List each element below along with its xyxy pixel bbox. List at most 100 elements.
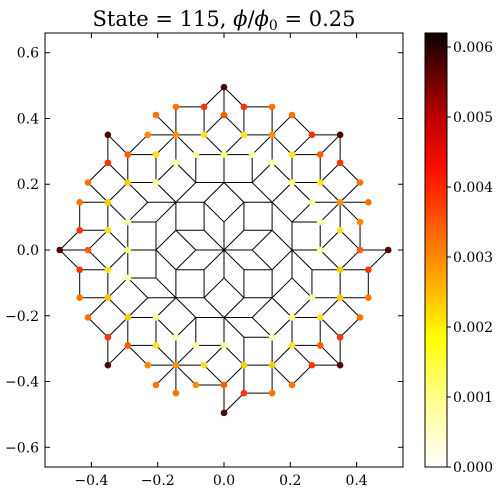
lattice-site (221, 84, 228, 91)
lattice-site (153, 112, 160, 119)
lattice-site (76, 294, 83, 301)
lattice-site (173, 132, 180, 139)
lattice-site (317, 151, 324, 158)
lattice-site (365, 199, 372, 206)
colorbar-tick-label: 0.001 (453, 390, 493, 406)
lattice-site (357, 247, 364, 254)
lattice-site (193, 151, 200, 158)
title-lead: State = 115, (93, 7, 234, 31)
lattice-site (85, 247, 92, 254)
lattice-site (357, 179, 364, 186)
lattice-site (289, 342, 296, 349)
colorbar-tick-label: 0.006 (453, 40, 493, 56)
title-phi0: ϕ (255, 7, 269, 31)
lattice-site (85, 314, 92, 321)
lattice-site (249, 151, 256, 158)
lattice-site (289, 112, 296, 119)
lattice-site (105, 294, 112, 301)
lattice-site (153, 382, 160, 389)
lattice-site (241, 104, 248, 111)
lattice-site (125, 151, 132, 158)
title-tail: = 0.25 (278, 7, 356, 31)
lattice-site (289, 151, 296, 158)
lattice-site (173, 104, 180, 111)
lattice-site (125, 179, 132, 186)
y-tick-label: −0.2 (5, 309, 39, 325)
lattice-site (144, 132, 151, 139)
colorbar-tick-label: 0.002 (453, 320, 493, 336)
lattice-site (269, 334, 276, 341)
lattice-site (105, 227, 112, 234)
colorbar (425, 33, 447, 467)
lattice-site (173, 159, 180, 166)
title-phi: ϕ (233, 7, 247, 31)
x-tick-label: 0.0 (213, 473, 235, 489)
lattice-site (193, 382, 200, 389)
lattice-site (201, 362, 208, 369)
lattice-site (317, 219, 324, 226)
y-tick-label: 0.6 (17, 46, 39, 62)
y-tick-label: −0.4 (5, 375, 39, 391)
lattice-site (105, 266, 112, 273)
colorbar-tick-label: 0.005 (453, 110, 493, 126)
lattice-site (125, 314, 132, 321)
lattice-site (309, 199, 316, 206)
lattice-site (269, 159, 276, 166)
lattice-site (173, 334, 180, 341)
x-tick-label: 0.2 (279, 473, 301, 489)
lattice-site (144, 362, 151, 369)
title-phi0-subscript: 0 (269, 18, 278, 34)
lattice-site (153, 179, 160, 186)
lattice-site (337, 159, 344, 166)
lattice-site (317, 179, 324, 186)
lattice-site (289, 314, 296, 321)
lattice-site (337, 294, 344, 301)
lattice-site (193, 342, 200, 349)
y-tick-label: 0.2 (17, 177, 39, 193)
lattice-site (221, 112, 228, 119)
lattice-site (269, 132, 276, 139)
lattice-site (337, 334, 344, 341)
lattice-site (365, 294, 372, 301)
x-tick-label: −0.4 (74, 473, 108, 489)
lattice-site (105, 132, 112, 139)
lattice-site (201, 104, 208, 111)
lattice-site (337, 227, 344, 234)
colorbar-tick-label: 0.003 (453, 250, 493, 266)
lattice-site (337, 199, 344, 206)
lattice-site (105, 159, 112, 166)
y-tick-label: −0.6 (5, 440, 39, 456)
colorbar-tick-label: 0.004 (453, 180, 493, 196)
lattice-site (173, 390, 180, 397)
lattice-site (221, 151, 228, 158)
colorbar-axis: 0.000 0.001 0.002 0.003 0.004 0.005 0.006 (447, 40, 493, 476)
lattice-site (357, 314, 364, 321)
lattice-site (125, 275, 132, 282)
lattice-site (56, 247, 63, 254)
lattice-site (289, 382, 296, 389)
lattice-site (309, 132, 316, 139)
lattice-site (269, 390, 276, 397)
lattice-site (153, 342, 160, 349)
lattice-site (241, 132, 248, 139)
x-tick-label: 0.4 (345, 473, 367, 489)
lattice-site (241, 362, 248, 369)
lattice-site (125, 342, 132, 349)
lattice-site (76, 266, 83, 273)
lattice-site (221, 410, 228, 417)
lattice-site (201, 132, 208, 139)
lattice-site (337, 362, 344, 369)
lattice-site (105, 199, 112, 206)
lattice-site (76, 227, 83, 234)
lattice-site (317, 314, 324, 321)
lattice-site (269, 104, 276, 111)
lattice-site (337, 266, 344, 273)
lattice-site (269, 362, 276, 369)
lattice-site (357, 219, 364, 226)
lattice-site (289, 179, 296, 186)
lattice-site (125, 219, 132, 226)
chart-title: State = 115, ϕ/ϕ0 = 0.25 (93, 7, 356, 34)
lattice-site (309, 362, 316, 369)
y-tick-label: 0.0 (17, 243, 39, 259)
